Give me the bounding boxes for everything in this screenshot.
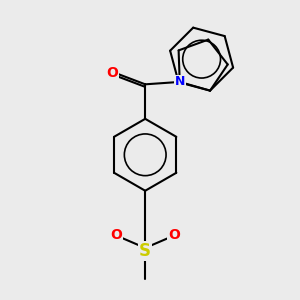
Text: O: O bbox=[168, 228, 180, 242]
Text: O: O bbox=[107, 66, 118, 80]
Text: S: S bbox=[139, 242, 151, 260]
Text: N: N bbox=[175, 75, 185, 88]
Text: O: O bbox=[110, 228, 122, 242]
